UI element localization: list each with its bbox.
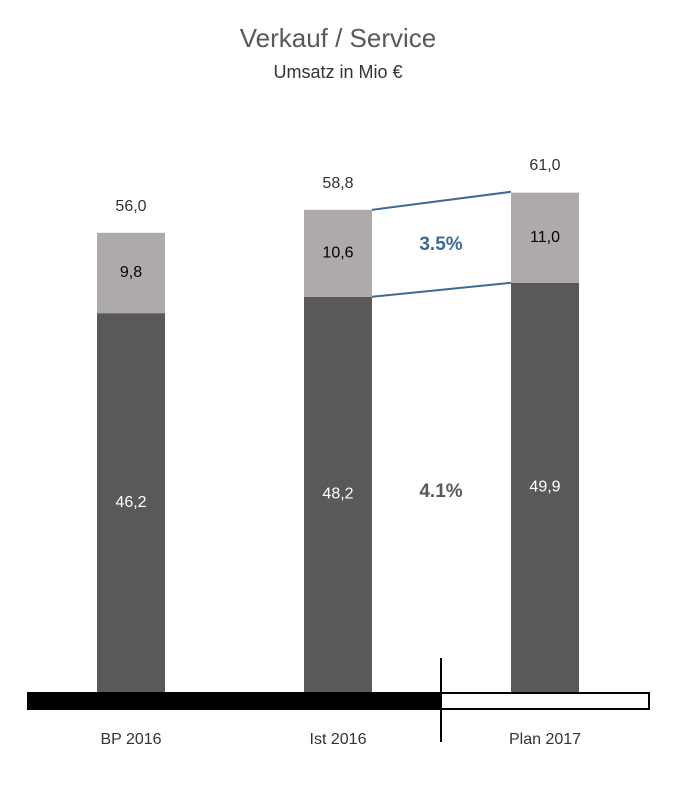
value-label: 9,8 [120,264,142,281]
value-label: 10,6 [322,245,353,262]
value-label: 49,9 [529,479,560,496]
total-label: 61,0 [529,157,560,174]
axis-actual [27,692,441,710]
value-label: 46,2 [115,494,146,511]
x-tick-label: Plan 2017 [509,731,581,748]
value-label: 11,0 [530,229,560,246]
total-label: 58,8 [322,175,353,192]
axis-plan [440,692,650,710]
chart-title: Verkauf / Service [240,23,437,53]
bar-segment [97,313,165,692]
bar-segment [304,296,372,692]
total-label: 56,0 [115,198,146,215]
chart-subtitle: Umsatz in Mio € [273,62,402,82]
bar-segment [97,232,165,314]
bar-segment [511,282,579,692]
growth-line [371,281,512,298]
value-label: 48,2 [322,486,353,503]
annotation: 4.1% [419,481,462,502]
growth-line [371,190,512,211]
bar-segment [304,209,372,297]
x-tick-label: Ist 2016 [310,731,367,748]
annotation: 3.5% [419,234,462,255]
x-tick-label: BP 2016 [100,731,161,748]
bar-segment [511,192,579,283]
